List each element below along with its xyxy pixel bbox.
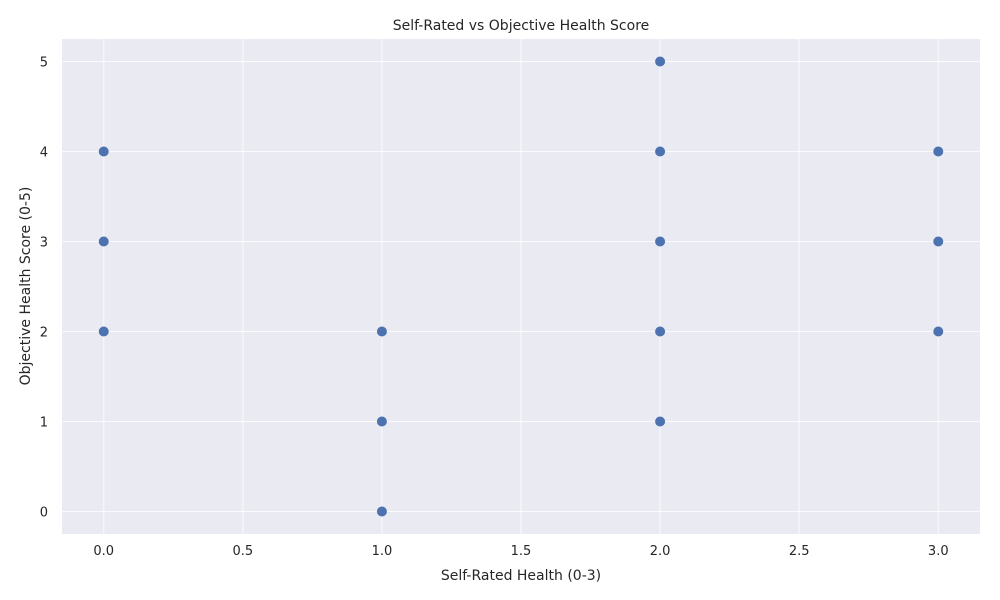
y-axis-label: Objective Health Score (0-5) — [18, 187, 34, 386]
scatter-point — [655, 236, 666, 247]
scatter-point — [376, 416, 387, 427]
grid-lines — [62, 39, 980, 534]
scatter-point — [655, 326, 666, 337]
scatter-point — [376, 506, 387, 517]
x-tick-label: 0.5 — [232, 544, 253, 559]
x-tick-label: 1.0 — [372, 544, 393, 559]
scatter-point — [933, 236, 944, 247]
x-tick-label: 2.0 — [650, 544, 671, 559]
scatter-point — [98, 236, 109, 247]
scatter-point — [655, 56, 666, 67]
scatter-point — [655, 146, 666, 157]
scatter-point — [98, 146, 109, 157]
x-tick-label: 3.0 — [928, 544, 949, 559]
chart-title: Self-Rated vs Objective Health Score — [393, 18, 650, 34]
scatter-point — [655, 416, 666, 427]
y-tick-label: 3 — [40, 236, 48, 251]
scatter-point — [933, 146, 944, 157]
scatter-point — [376, 326, 387, 337]
y-tick-label: 0 — [40, 506, 48, 521]
x-tick-label: 2.5 — [789, 544, 810, 559]
x-axis-ticks: 0.0 0.5 1.0 1.5 2.0 2.5 3.0 — [93, 544, 948, 559]
data-points — [98, 56, 944, 517]
y-tick-label: 4 — [40, 146, 48, 161]
x-axis-label: Self-Rated Health (0-3) — [441, 568, 601, 584]
scatter-point — [98, 326, 109, 337]
y-tick-label: 5 — [40, 56, 48, 71]
x-tick-label: 0.0 — [93, 544, 114, 559]
scatter-point — [933, 326, 944, 337]
y-axis-ticks: 0 1 2 3 4 5 — [40, 56, 48, 521]
y-tick-label: 1 — [40, 416, 48, 431]
y-tick-label: 2 — [40, 326, 48, 341]
x-tick-label: 1.5 — [511, 544, 532, 559]
